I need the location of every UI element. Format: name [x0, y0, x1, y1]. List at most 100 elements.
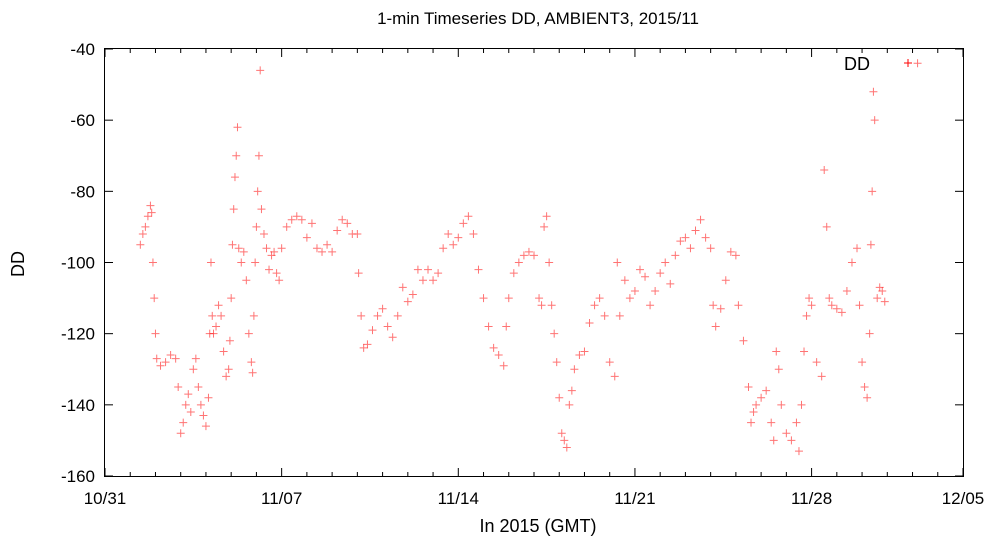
data-point [613, 258, 622, 267]
data-point [630, 286, 639, 295]
data-point [230, 173, 239, 182]
data-point [752, 400, 761, 409]
data-point [822, 222, 831, 231]
y-tick-label: -120 [61, 325, 95, 344]
data-point [333, 226, 342, 235]
data-point [747, 418, 756, 427]
data-point [716, 304, 725, 313]
data-point [762, 386, 771, 395]
data-point [233, 123, 242, 132]
data-point [858, 358, 867, 367]
data-point [502, 322, 511, 331]
data-point [363, 340, 372, 349]
data-point [504, 294, 513, 303]
data-point [869, 87, 878, 96]
data-point [545, 258, 554, 267]
y-tick-label: -60 [70, 111, 95, 130]
data-point [424, 265, 433, 274]
data-point [252, 222, 261, 231]
data-point [555, 393, 564, 402]
data-point [429, 276, 438, 285]
data-point [494, 351, 503, 360]
data-point [769, 436, 778, 445]
data-point [251, 258, 260, 267]
data-point [812, 358, 821, 367]
data-point [179, 418, 188, 427]
data-point [282, 222, 291, 231]
data-point [847, 258, 856, 267]
data-point [651, 286, 660, 295]
data-point [535, 294, 544, 303]
data-point [388, 333, 397, 342]
data-point [827, 301, 836, 310]
data-point [860, 383, 869, 392]
y-tick-label: -100 [61, 254, 95, 273]
data-point [323, 240, 332, 249]
data-point [820, 165, 829, 174]
data-point [166, 351, 175, 360]
data-point [805, 294, 814, 303]
data-point [434, 269, 443, 278]
data-point [701, 233, 710, 242]
y-tick-label: -160 [61, 467, 95, 486]
data-point [249, 311, 258, 320]
data-point [383, 322, 392, 331]
data-point [734, 301, 743, 310]
data-point [866, 240, 875, 249]
data-point [228, 240, 237, 249]
data-point [853, 244, 862, 253]
data-point [479, 294, 488, 303]
data-point [797, 400, 806, 409]
data-point [782, 429, 791, 438]
x-tick-label: 11/28 [791, 489, 832, 508]
data-point [817, 372, 826, 381]
data-point [800, 347, 809, 356]
data-point [868, 187, 877, 196]
data-point [514, 258, 523, 267]
x-tick-label: 12/05 [942, 489, 985, 508]
legend-plus-marker [904, 59, 912, 67]
data-point [686, 244, 695, 253]
data-point [161, 358, 170, 367]
data-point [469, 230, 478, 239]
data-point [204, 393, 213, 402]
data-point [146, 201, 155, 210]
data-point [635, 265, 644, 274]
x-tick-label: 11/14 [438, 489, 479, 508]
data-point [772, 347, 781, 356]
data-point [913, 59, 922, 68]
y-tick-label: -40 [70, 40, 95, 59]
data-point [666, 279, 675, 288]
data-point [865, 329, 874, 338]
data-point [239, 247, 248, 256]
data-point [671, 251, 680, 260]
data-point [413, 265, 422, 274]
x-tick-label: 11/07 [261, 489, 302, 508]
data-point [359, 343, 368, 352]
data-point [244, 329, 253, 338]
data-point [184, 390, 193, 399]
data-point [595, 294, 604, 303]
data-point [186, 407, 195, 416]
data-point [575, 351, 584, 360]
data-point [403, 297, 412, 306]
data-point [726, 247, 735, 256]
data-point [530, 251, 538, 260]
x-tick-label: 10/31 [84, 489, 127, 508]
data-point [646, 301, 655, 310]
data-point [590, 301, 599, 310]
data-point [418, 276, 427, 285]
data-point [767, 418, 776, 427]
data-point [567, 386, 576, 395]
data-point [709, 301, 718, 310]
data-point [739, 336, 748, 345]
data-point [214, 301, 223, 310]
data-point [143, 212, 152, 221]
data-point [262, 244, 271, 253]
data-point [196, 400, 205, 409]
data-point [254, 151, 263, 160]
legend: DD [844, 54, 912, 74]
data-point [656, 269, 665, 278]
data-point [565, 400, 574, 409]
